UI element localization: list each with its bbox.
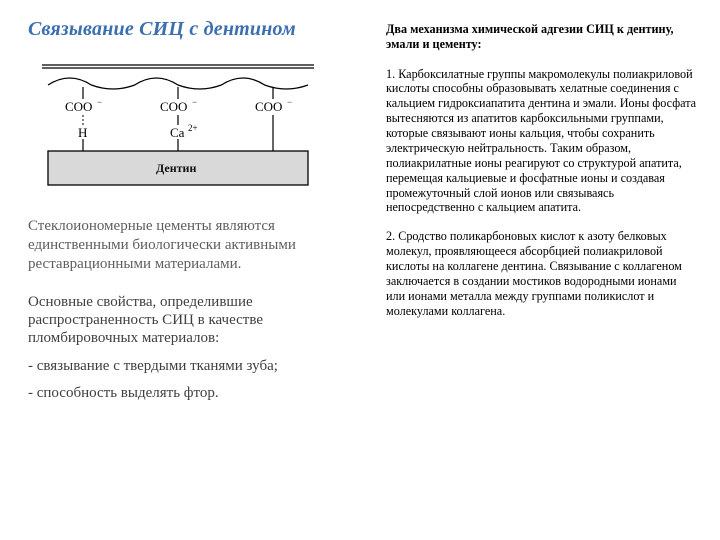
left-bullet-2: - способность выделять фтор. — [28, 384, 368, 403]
svg-text:COO: COO — [255, 99, 282, 114]
slide-title: Связывание СИЦ с дентином — [28, 18, 368, 41]
svg-text:Ca: Ca — [170, 125, 185, 140]
svg-text:H: H — [78, 125, 87, 140]
right-column: Два механизма химической адгезии СИЦ к д… — [368, 18, 698, 522]
right-paragraph-1: 1. Карбоксилатные группы макромолекулы п… — [386, 67, 698, 216]
svg-text:−: − — [97, 97, 102, 107]
left-bullet-1: - связывание с твердыми тканями зуба; — [28, 357, 368, 376]
right-heading: Два механизма химической адгезии СИЦ к д… — [386, 22, 698, 53]
svg-text:COO: COO — [65, 99, 92, 114]
svg-text:2+: 2+ — [188, 123, 198, 133]
right-paragraph-2: 2. Сродство поликарбоновых кислот к азот… — [386, 229, 698, 318]
left-paragraph-1: Стеклоиономерные цементы являются единст… — [28, 217, 368, 275]
svg-text:−: − — [287, 97, 292, 107]
left-paragraph-2: Основные свойства, определившие распрост… — [28, 293, 368, 348]
bonding-diagram: COO−COO−COO−HCa2+Дентин — [28, 53, 328, 193]
svg-text:COO: COO — [160, 99, 187, 114]
svg-text:−: − — [192, 97, 197, 107]
left-column: Связывание СИЦ с дентином COO−COO−COO−HC… — [28, 18, 368, 522]
svg-text:Дентин: Дентин — [156, 161, 196, 175]
slide: Связывание СИЦ с дентином COO−COO−COO−HC… — [0, 0, 720, 540]
